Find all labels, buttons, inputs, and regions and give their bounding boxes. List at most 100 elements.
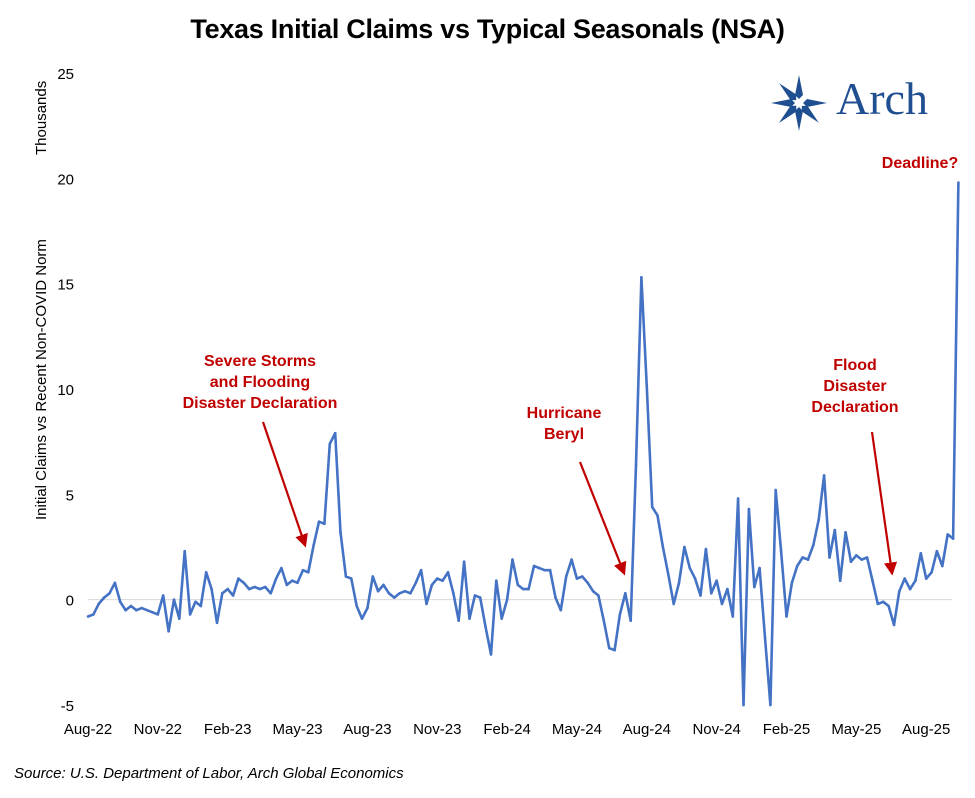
data-point bbox=[795, 564, 799, 568]
data-point bbox=[591, 589, 595, 593]
data-point bbox=[559, 608, 563, 612]
data-point bbox=[328, 442, 332, 446]
data-point bbox=[500, 617, 504, 620]
arch-logo-text: Arch bbox=[836, 73, 928, 124]
data-point bbox=[951, 537, 955, 540]
data-point bbox=[430, 583, 434, 587]
annotation-arrow bbox=[870, 431, 898, 576]
data-point bbox=[425, 602, 428, 606]
data-point bbox=[779, 549, 783, 553]
data-point bbox=[435, 577, 439, 580]
data-point bbox=[414, 581, 418, 585]
data-point bbox=[113, 581, 117, 585]
data-point bbox=[301, 568, 305, 572]
data-point bbox=[602, 619, 606, 622]
data-point bbox=[290, 579, 294, 582]
data-point bbox=[237, 577, 240, 580]
data-point bbox=[903, 577, 906, 580]
data-point bbox=[892, 623, 896, 627]
annotation-line: Beryl bbox=[544, 426, 584, 443]
data-point bbox=[817, 518, 820, 521]
series-points bbox=[86, 181, 960, 707]
x-axis-ticks: Aug-22 Nov-22 Feb-23 May-23 Aug-23 Nov-23 Feb-… bbox=[64, 721, 951, 738]
y-tick-label: 20 bbox=[57, 171, 74, 188]
data-point bbox=[129, 604, 133, 608]
data-point bbox=[855, 554, 858, 557]
data-point bbox=[607, 646, 611, 650]
data-point bbox=[693, 577, 697, 580]
annotation-line: and Flooding bbox=[210, 374, 310, 391]
data-point bbox=[548, 568, 552, 572]
data-point bbox=[747, 507, 751, 511]
data-point bbox=[801, 556, 804, 559]
data-point bbox=[554, 596, 557, 599]
y-tick-label: 25 bbox=[57, 66, 74, 83]
data-point bbox=[957, 181, 960, 184]
data-point bbox=[473, 594, 477, 597]
y-tick-label: -5 bbox=[61, 698, 74, 715]
x-tick-label: May-25 bbox=[831, 721, 881, 738]
data-point bbox=[849, 560, 853, 563]
data-point bbox=[924, 577, 928, 580]
data-point bbox=[274, 577, 278, 580]
data-point bbox=[215, 621, 219, 625]
data-point bbox=[586, 581, 589, 585]
data-point bbox=[145, 608, 149, 612]
data-point bbox=[124, 608, 127, 612]
data-point bbox=[726, 587, 729, 591]
annotations: Severe Storms and Flooding Disaster Declar… bbox=[183, 155, 958, 576]
data-point bbox=[231, 594, 235, 597]
source-note: Source: U.S. Department of Labor, Arch G… bbox=[14, 765, 404, 782]
data-point bbox=[753, 585, 756, 589]
data-point bbox=[699, 594, 702, 597]
data-point bbox=[382, 583, 385, 587]
data-point bbox=[634, 463, 638, 467]
x-tick-label: Nov-24 bbox=[692, 721, 740, 738]
data-point bbox=[812, 543, 815, 547]
data-point bbox=[898, 589, 901, 593]
data-point bbox=[946, 533, 949, 536]
data-point bbox=[333, 431, 337, 435]
data-point bbox=[457, 619, 461, 622]
data-point bbox=[564, 575, 568, 578]
annotation-line: Deadline? bbox=[882, 155, 958, 172]
data-point bbox=[581, 575, 584, 578]
data-point bbox=[881, 600, 885, 604]
data-point bbox=[511, 558, 514, 561]
annotation-arrow bbox=[578, 461, 627, 576]
x-tick-label: Nov-22 bbox=[134, 721, 182, 738]
data-point bbox=[468, 617, 471, 620]
x-tick-label: May-24 bbox=[552, 721, 602, 738]
data-point bbox=[360, 617, 364, 620]
x-tick-label: Aug-25 bbox=[902, 721, 950, 738]
data-point bbox=[366, 606, 369, 610]
data-point bbox=[312, 543, 316, 547]
data-point bbox=[441, 579, 444, 582]
data-point bbox=[618, 613, 622, 616]
y-axis-ticks: -5 0 5 10 15 20 25 bbox=[57, 66, 74, 715]
data-point bbox=[495, 579, 498, 582]
data-point bbox=[97, 602, 100, 606]
data-point bbox=[613, 648, 616, 652]
data-point bbox=[376, 589, 380, 593]
data-point bbox=[736, 497, 740, 500]
data-point bbox=[650, 505, 654, 509]
data-point bbox=[908, 587, 912, 591]
data-point bbox=[624, 592, 627, 595]
data-point bbox=[92, 613, 95, 616]
data-point bbox=[446, 571, 450, 574]
data-point bbox=[876, 602, 880, 606]
data-point bbox=[930, 571, 933, 574]
data-point bbox=[344, 575, 348, 578]
data-point bbox=[204, 571, 208, 574]
data-point bbox=[409, 592, 412, 595]
data-point bbox=[742, 703, 745, 707]
data-point bbox=[102, 596, 106, 599]
data-point bbox=[543, 568, 546, 572]
x-tick-label: Feb-23 bbox=[204, 721, 252, 738]
x-tick-label: May-23 bbox=[273, 721, 323, 738]
data-point bbox=[398, 592, 401, 595]
data-point bbox=[667, 573, 670, 576]
data-point bbox=[403, 589, 407, 593]
data-point bbox=[822, 474, 826, 477]
